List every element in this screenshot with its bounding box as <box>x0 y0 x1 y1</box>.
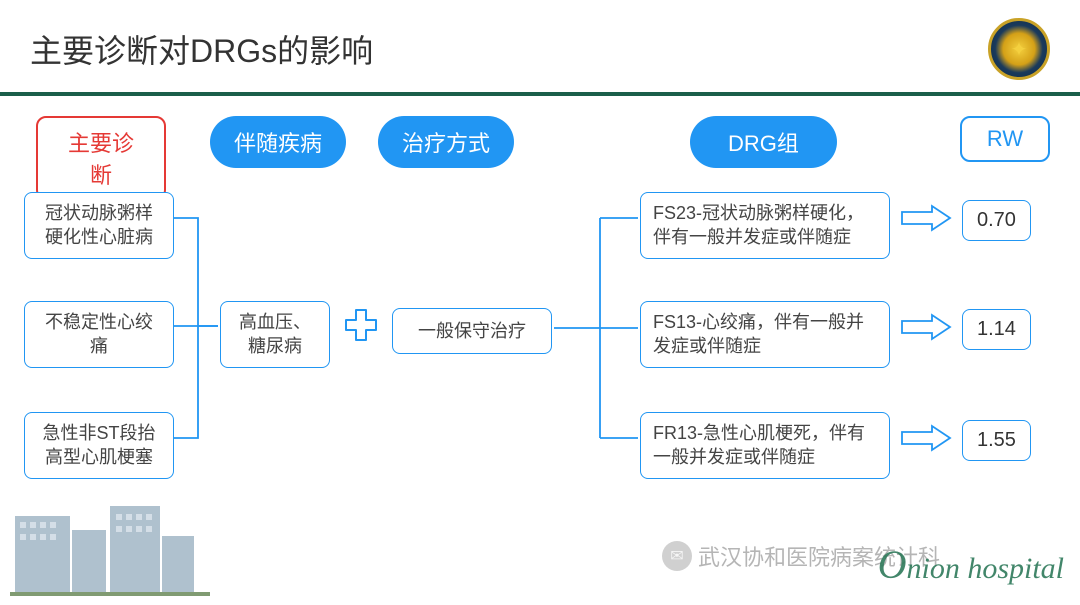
header-rw: RW <box>960 116 1050 162</box>
header-comorbidity: 伴随疾病 <box>210 116 346 168</box>
rw-value-1: 0.70 <box>962 200 1031 241</box>
comorbidity-box: 高血压、糖尿病 <box>220 301 330 368</box>
buildings-icon <box>10 486 210 596</box>
header-drg-group: DRG组 <box>690 116 837 168</box>
treatment-box: 一般保守治疗 <box>392 308 552 354</box>
rw-value-3: 1.55 <box>962 420 1031 461</box>
drg-result-1: FS23-冠状动脉粥样硬化，伴有一般并发症或伴随症 <box>640 192 890 259</box>
hospital-logo-icon: ✦ <box>988 18 1050 80</box>
diagnosis-2: 不稳定性心绞痛 <box>24 301 174 368</box>
brand-text: Onion hospital <box>878 541 1064 588</box>
drg-result-3: FR13-急性心肌梗死，伴有一般并发症或伴随症 <box>640 412 890 479</box>
header-treatment: 治疗方式 <box>378 116 514 168</box>
header-main-diagnosis: 主要诊断 <box>36 116 166 200</box>
slide-title: 主要诊断对DRGs的影响 <box>30 26 373 72</box>
wechat-icon: ✉ <box>662 541 692 571</box>
rw-value-2: 1.14 <box>962 309 1031 350</box>
drg-result-2: FS13-心绞痛，伴有一般并发症或伴随症 <box>640 301 890 368</box>
diagnosis-3: 急性非ST段抬高型心肌梗塞 <box>24 412 174 479</box>
plus-icon <box>344 308 378 342</box>
diagram-canvas: 主要诊断 伴随疾病 治疗方式 DRG组 RW 冠状动脉粥样硬化性心脏病 不稳定性… <box>0 96 1080 596</box>
diagnosis-1: 冠状动脉粥样硬化性心脏病 <box>24 192 174 259</box>
